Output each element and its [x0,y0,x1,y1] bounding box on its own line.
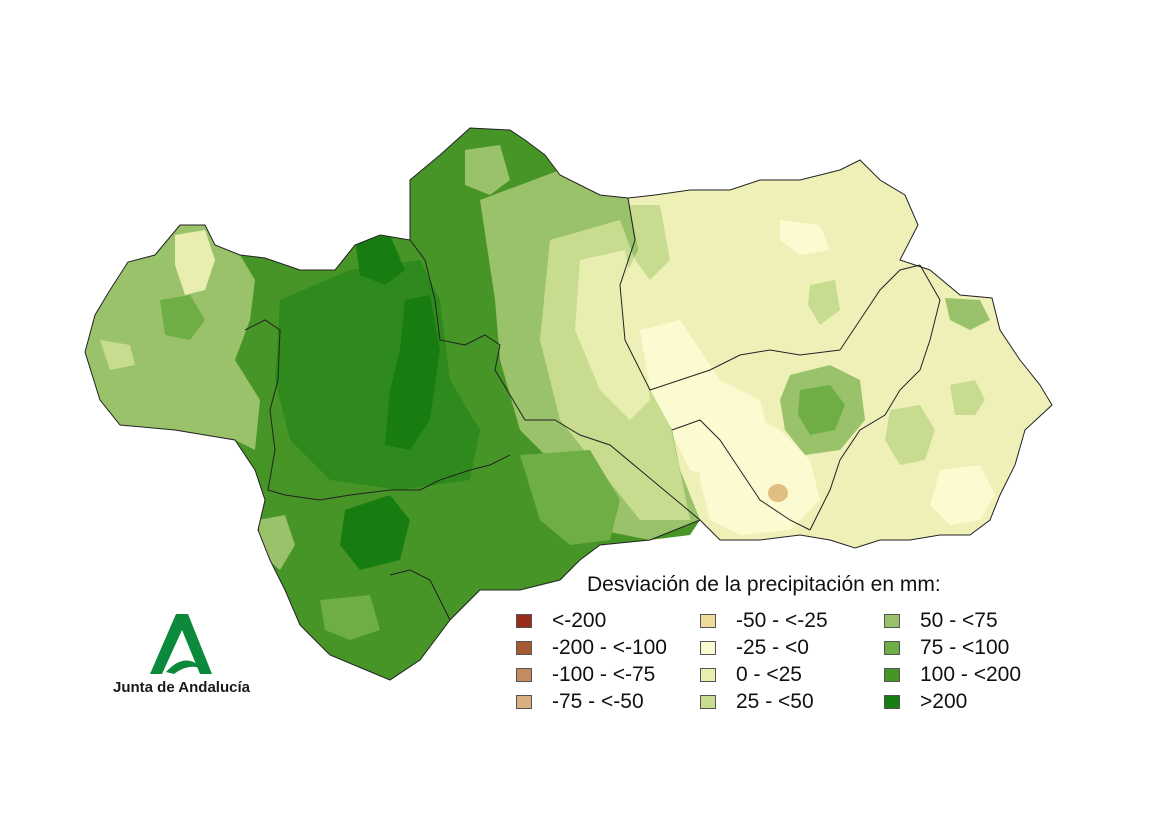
logo-a-mark [150,614,212,674]
legend-label: 75 - <100 [920,636,1010,659]
logo-a-swoosh [166,660,204,674]
legend-item: 75 - <100 [884,636,1010,659]
cordoba-north-light [465,145,510,195]
east-green-patch-4 [950,380,985,415]
malaga-east-light [520,450,620,545]
border-malaga-granada [671,419,811,531]
border-cordoba-jaen [619,197,841,391]
legend-swatch [516,695,532,709]
border-sevilla-cordoba [409,239,555,421]
legend-label: 0 - <25 [736,663,802,686]
legend-swatch [700,668,716,682]
legend-swatch [700,695,716,709]
east-green-patch-5 [945,298,990,330]
legend-swatch [516,668,532,682]
legend-item: 0 - <25 [700,663,802,686]
eastern-region [600,160,1052,548]
huelva-light-area [85,225,260,450]
legend-item: -50 - <-25 [700,609,828,632]
cadiz-darkest [340,495,410,570]
legend-item: -200 - <-100 [516,636,667,659]
legend-label: 50 - <75 [920,609,998,632]
border-sevilla-cadiz [284,454,511,501]
legend-label: 25 - <50 [736,690,814,713]
east-green-patch-2 [798,385,845,435]
huelva-pale-patch [175,230,215,295]
junta-de-andalucia-logo [150,614,212,674]
legend-label: -100 - <-75 [552,663,656,686]
huelva-dark-patch [160,295,205,340]
legend-item: >200 [884,690,968,713]
legend-swatch [516,641,532,655]
cadiz-south-light [320,595,380,640]
east-pale-patch-4 [930,465,995,525]
legend-swatch [700,614,716,628]
legend-item: -75 - <-50 [516,690,644,713]
east-green-patch-6 [630,205,670,280]
legend-item: 100 - <200 [884,663,1022,686]
border-jaen-granada [839,264,921,351]
east-dry-spot [768,484,788,502]
legend-label: -75 - <-50 [552,690,644,713]
legend-label: 100 - <200 [920,663,1022,686]
legend-item: -25 - <0 [700,636,809,659]
border-huelva-sevilla [244,319,286,496]
province-boundaries [84,127,1053,681]
legend-swatch [516,614,532,628]
legend-label: -25 - <0 [736,636,809,659]
border-cadiz-malaga [389,569,451,621]
border-cordoba-malaga [554,419,701,521]
sevilla-north-darkest [355,235,405,285]
legend-label: <-200 [552,609,607,632]
legend-label: >200 [920,690,968,713]
sevilla-darkest-strip [385,295,440,450]
legend-swatch [700,641,716,655]
legend-swatch [884,668,900,682]
east-pale-patch-3 [780,220,830,255]
legend-item: <-200 [516,609,607,632]
legend-title: Desviación de la precipitación en mm: [587,573,941,596]
legend-item: -100 - <-75 [516,663,656,686]
east-green-patch-7 [808,280,840,325]
legend-swatch [884,614,900,628]
legend-swatch [884,641,900,655]
legend-label: -50 - <-25 [736,609,828,632]
huelva-pale-patch-2 [100,340,135,370]
border-granada-almeria [809,264,941,531]
east-pale-patch-2 [700,410,820,535]
legend-item: 25 - <50 [700,690,814,713]
east-green-patch-3 [885,405,935,465]
legend-item: 50 - <75 [884,609,998,632]
andalusia-outline [84,127,1053,681]
logo-text: Junta de Andalucía [113,679,250,696]
legend-label: -200 - <-100 [552,636,667,659]
legend-swatch [884,695,900,709]
western-region [85,128,700,680]
